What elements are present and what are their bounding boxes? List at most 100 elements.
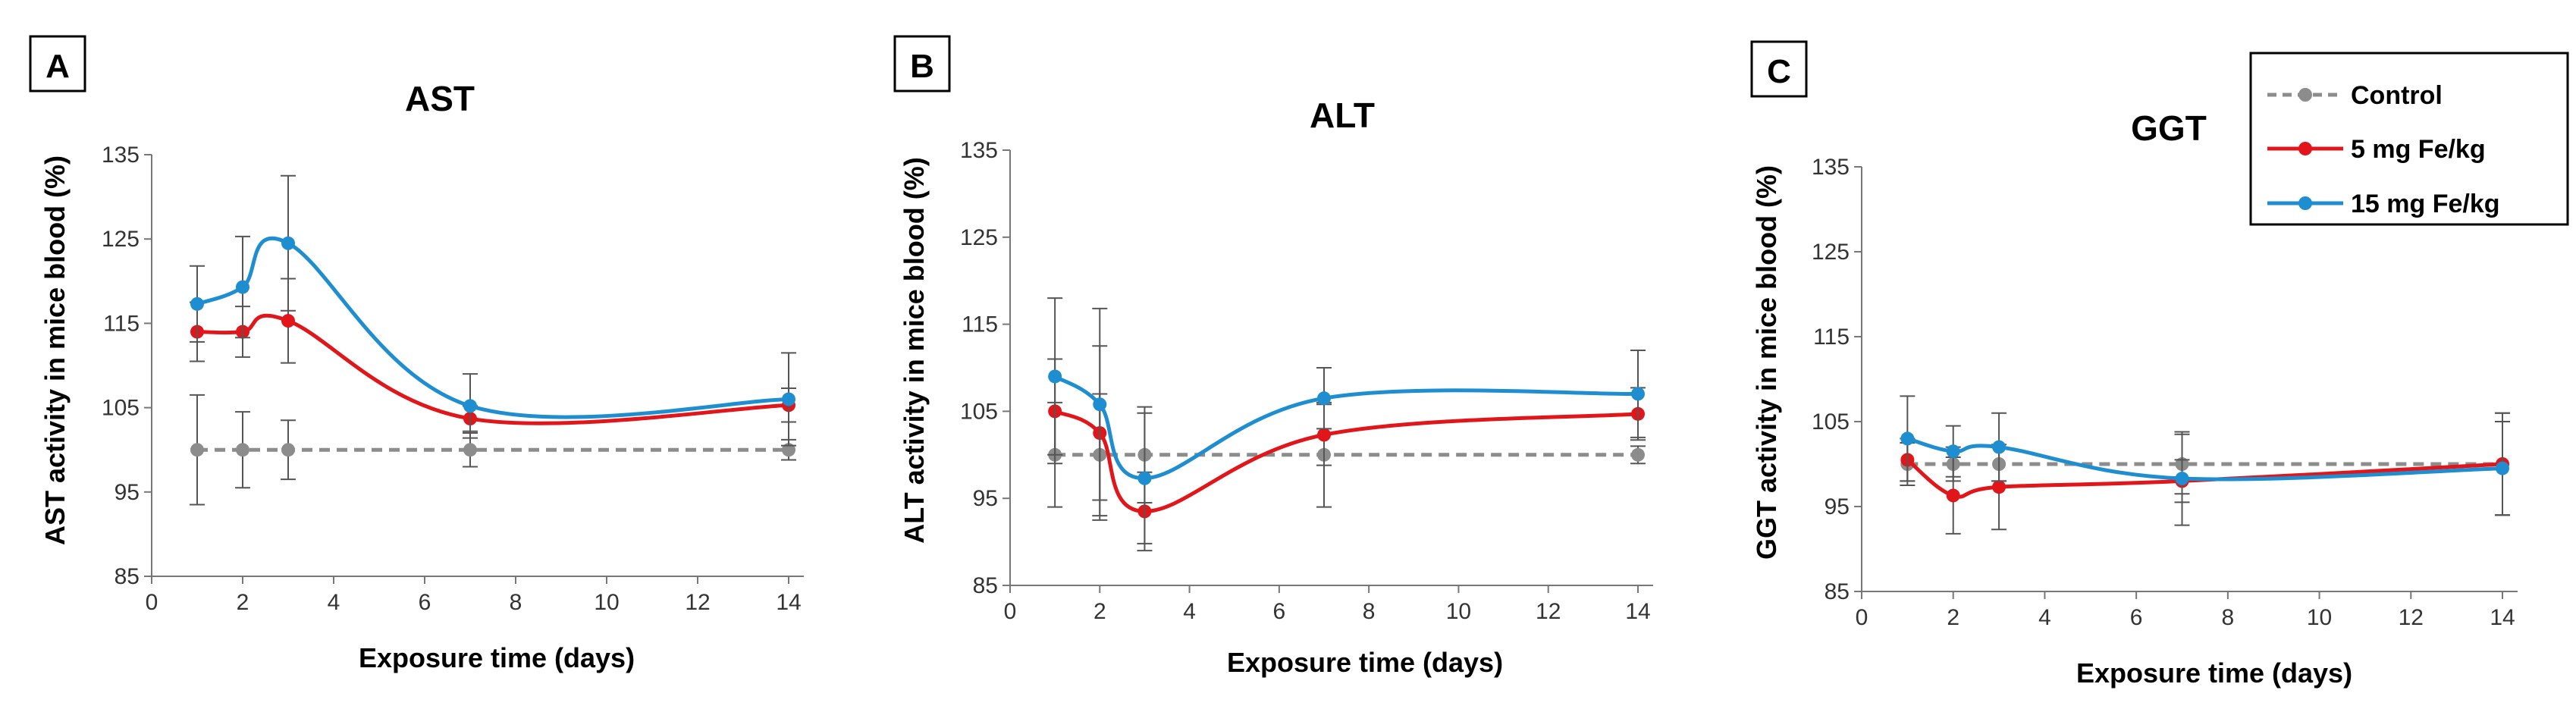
panel-b-point-control [1631,447,1645,462]
panel-c-x-axis-label: Exposure time (days) [2076,657,2352,689]
panel-a-y-tick-label: 85 [115,564,140,589]
panel-b-series-control [1047,393,1646,517]
panel-c-point-15mg [1992,440,2007,454]
panel-a-line-15mg [196,236,789,419]
panel-a-series-15mg [190,174,796,447]
panel-a-x-tick-label: 0 [146,590,158,615]
panel-a-letter-box [29,35,86,93]
legend-label-control: Control [2351,81,2443,110]
panel-c-title: GGT [2131,108,2207,148]
legend-item-control: Control [2267,81,2443,110]
legend-box [2249,52,2569,226]
panel-c-x-tick-label: 8 [2222,605,2235,630]
panel-c-x-tick-label: 12 [2399,605,2424,630]
panel-a-plot-area: 85 95 105 115 125 135 0 2 4 6 8 10 12 14 [102,143,804,615]
panel-b-x-tick-label: 2 [1093,599,1106,624]
panel-c-series-control [1900,412,2510,516]
panel-b-x-tick-label: 0 [1004,599,1017,624]
panel-a-point-control [281,443,295,457]
legend-marker-15mg [2298,196,2312,210]
legend-marker-control [2298,88,2312,102]
panel-c-plot-area: 85 95 105 115 125 135 0 2 4 6 8 10 12 14 [1812,155,2518,630]
panel-a-x-tick-label: 12 [685,590,710,615]
panel-a-point-control [782,443,795,457]
panel-a-point-control [190,443,204,457]
panel-c-letter: C [1767,53,1791,90]
panel-c-series-15mg [1900,395,2510,526]
panel-b-x-tick-label: 8 [1363,599,1376,624]
legend-label-15mg: 15 mg Fe/kg [2351,190,2500,218]
panel-b-line-5mg [1054,409,1639,513]
panel-b-point-15mg [1317,391,1331,406]
panel-c-x-tick-label: 4 [2038,605,2051,630]
panel-b-y-tick-label: 105 [960,399,998,424]
panel-b-x-tick-label: 6 [1273,599,1286,624]
panel-b: B ALT ALT activity in mice blood (%) Exp… [893,35,1653,678]
panel-b-line-15mg [1053,375,1639,481]
panel-a-y-axis-label: AST activity in mice blood (%) [39,155,71,545]
panel-a: A AST AST activity in mice blood (%) Exp… [29,35,804,673]
panel-a-point-15mg [782,392,795,406]
legend-label-5mg: 5 mg Fe/kg [2351,135,2486,164]
panel-b-series-5mg [1047,345,1646,552]
panel-c-x-tick-label: 6 [2130,605,2143,630]
panel-c-letter-box [1750,40,1808,98]
panel-c-point-15mg [1946,444,1960,459]
panel-a-x-tick-label: 4 [328,590,340,615]
panel-c-point-5mg [1946,488,1960,503]
panel-b-x-tick-label: 12 [1536,599,1561,624]
panel-b-x-axis-label: Exposure time (days) [1227,647,1503,678]
legend: Control 5 mg Fe/kg 15 mg Fe/kg [2249,52,2569,226]
panel-c-y-axis-label: GGT activity in mice blood (%) [1751,165,1782,560]
panel-c-x-tick-label: 2 [1947,605,1959,630]
panel-c-y-tick-label: 105 [1812,409,1850,434]
panel-a-x-tick-label: 10 [594,590,619,615]
panel-b-series-15mg [1047,297,1646,544]
panel-a-point-15mg [190,296,204,311]
panel-b-title: ALT [1310,96,1375,135]
panel-b-y-tick-label: 135 [960,138,998,163]
panel-c-point-15mg [2175,472,2189,486]
panel-c-x-tick-label: 14 [2490,605,2515,630]
panel-c-point-5mg [1992,480,2007,494]
panel-a-series-control [190,394,796,506]
panel-a-y-tick-label: 125 [102,227,140,252]
panel-b-point-15mg [1093,397,1107,412]
legend-item-5mg: 5 mg Fe/kg [2267,135,2486,164]
panel-c-point-15mg [2496,461,2509,475]
panel-b-point-15mg [1048,369,1062,384]
panel-b-y-tick-label: 95 [973,486,998,511]
panel-a-y-tick-label: 115 [103,311,140,336]
panel-a-letter: A [45,48,70,85]
panel-a-point-15mg [463,399,477,413]
panel-b-letter-box [893,35,951,93]
panel-b-point-15mg [1631,387,1645,401]
panel-a-y-tick-label: 135 [102,143,140,168]
panel-b-y-tick-label: 125 [960,225,998,250]
panel-a-x-tick-label: 2 [237,590,249,615]
panel-b-y-tick-label: 115 [962,312,998,337]
legend-item-15mg: 15 mg Fe/kg [2267,190,2500,218]
panel-c-x-tick-label: 0 [1856,605,1868,630]
panel-c-y-tick-label: 135 [1812,155,1850,180]
panel-c: C GGT GGT activity in mice blood (%) Exp… [1750,40,2518,689]
panel-a-y-tick-label: 105 [102,396,140,421]
legend-marker-5mg [2298,142,2312,155]
panel-b-x-tick-label: 10 [1446,599,1471,624]
panel-b-y-tick-label: 85 [973,573,998,598]
panel-b-point-5mg [1317,428,1331,442]
panel-a-title: AST [405,79,475,118]
panel-c-point-15mg [1900,431,1915,446]
panel-b-plot-area: 85 95 105 115 125 135 0 2 4 6 8 10 12 14 [960,138,1653,624]
panel-a-x-tick-label: 14 [776,590,801,615]
panel-b-x-tick-label: 4 [1183,599,1196,624]
panel-a-point-15mg [236,280,249,294]
panel-a-x-tick-label: 8 [510,590,522,615]
panel-a-point-5mg [281,314,295,328]
panel-c-y-tick-label: 95 [1825,494,1850,519]
panel-a-point-control [236,443,249,457]
panel-b-y-axis-label: ALT activity in mice blood (%) [899,157,930,543]
panel-c-y-tick-label: 85 [1825,579,1850,604]
panel-a-x-axis-label: Exposure time (days) [359,642,635,673]
